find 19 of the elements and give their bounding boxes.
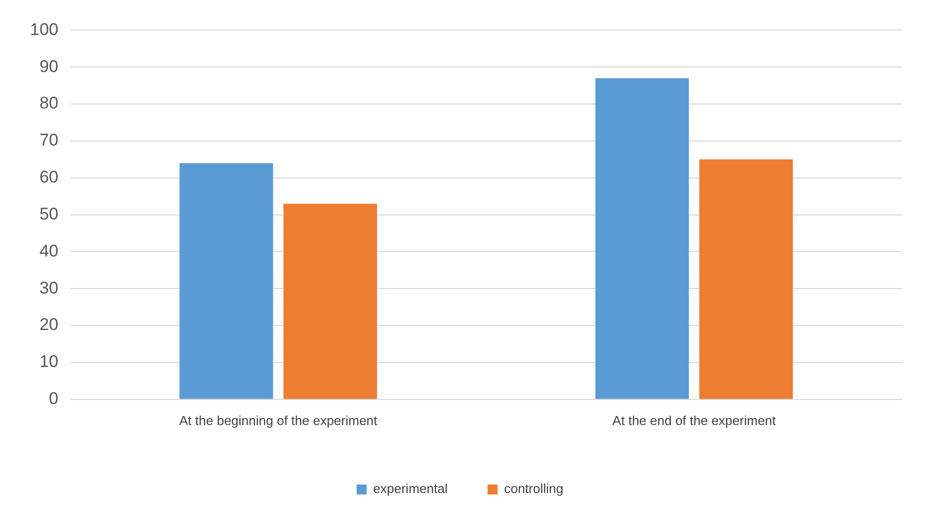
bar [595, 78, 689, 399]
legend-label: experimental [373, 481, 448, 496]
bar [699, 159, 793, 399]
y-tick-label: 70 [39, 130, 58, 150]
y-tick-label: 20 [39, 315, 58, 334]
bar [180, 163, 274, 399]
y-tick-label: 0 [48, 389, 58, 408]
y-tick-label: 10 [39, 352, 58, 372]
y-tick-label: 30 [39, 278, 58, 298]
y-tick-label: 40 [39, 241, 58, 260]
legend-label: controlling [504, 481, 564, 496]
bar [283, 204, 378, 399]
x-tick-label: At the end of the experiment [612, 412, 776, 428]
y-tick-label: 100 [30, 20, 58, 39]
x-tick-label: At the beginning of the experiment [179, 412, 378, 428]
y-tick-label: 90 [39, 56, 58, 76]
y-tick-label: 50 [39, 204, 58, 224]
y-tick-label: 80 [39, 94, 58, 113]
y-tick-label: 60 [39, 168, 58, 187]
